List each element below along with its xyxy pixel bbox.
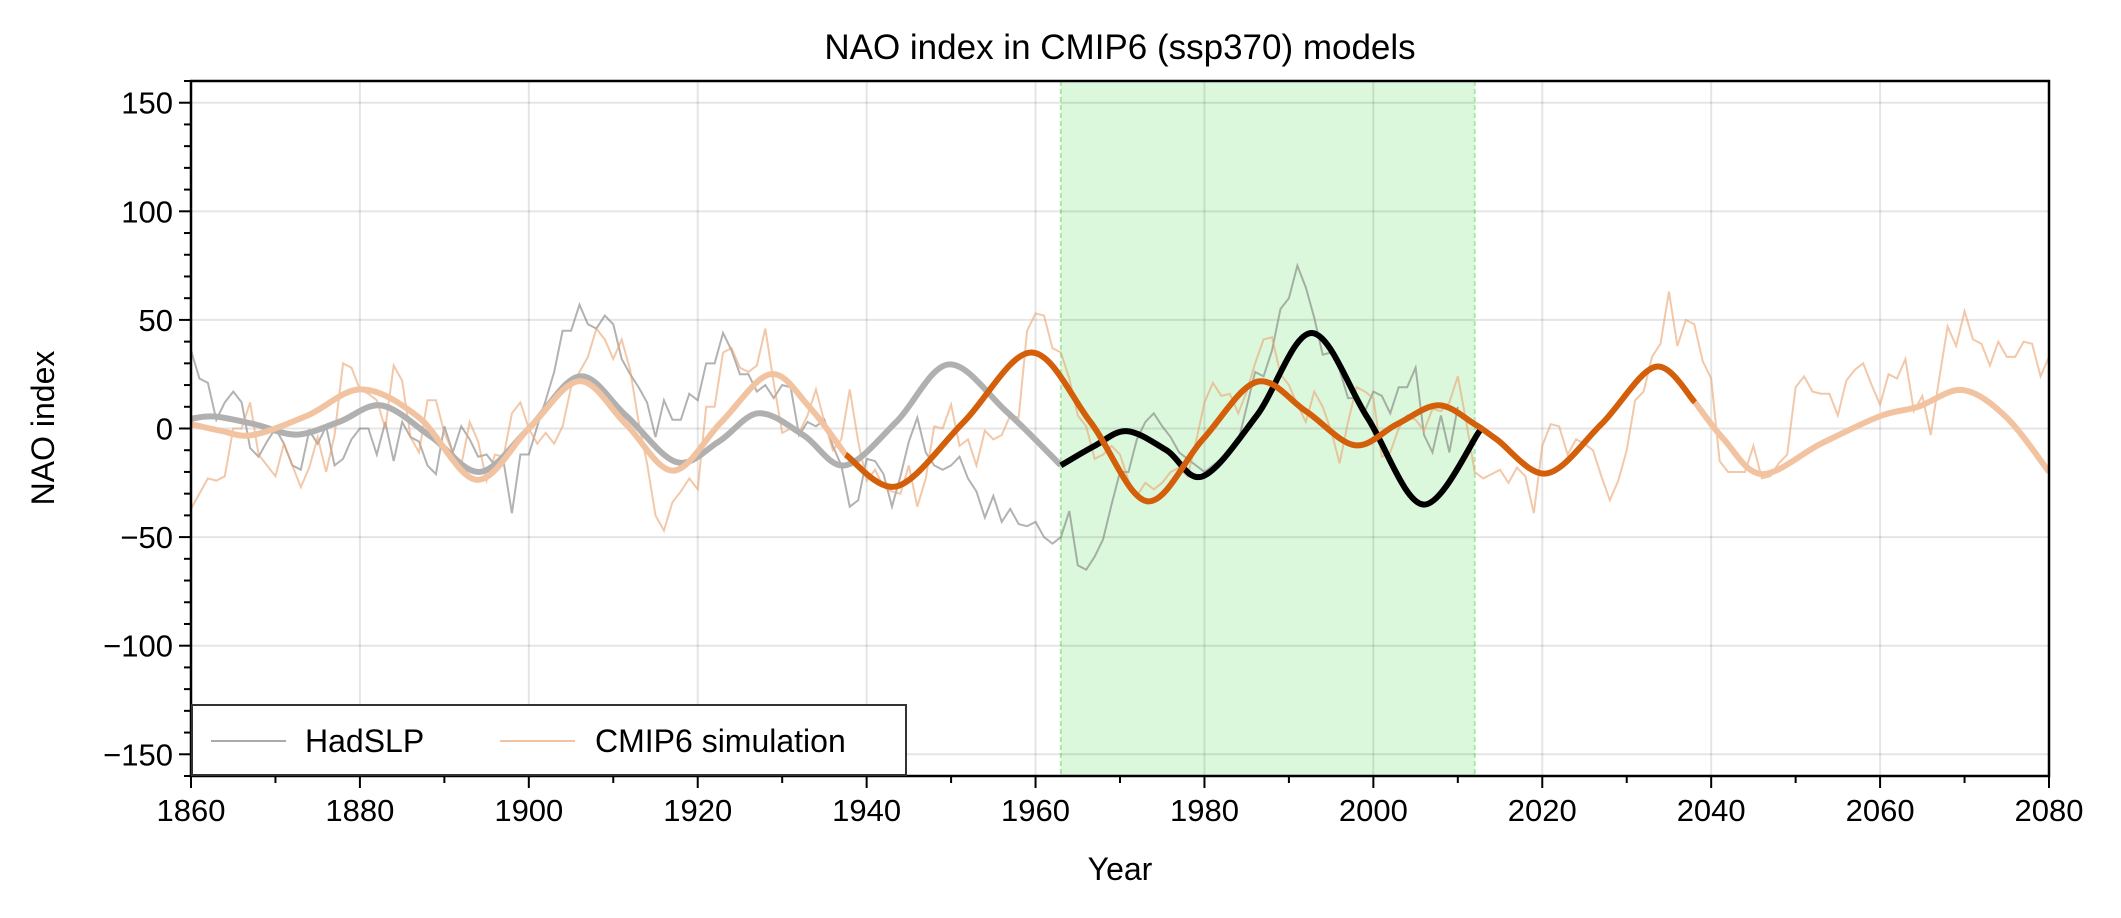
x-tick-label: 1960 xyxy=(1001,793,1070,828)
x-tick-label: 1860 xyxy=(157,793,226,828)
y-tick-label: 0 xyxy=(156,412,173,447)
legend-label-cmip6: CMIP6 simulation xyxy=(595,723,846,759)
y-tick-label: 150 xyxy=(121,86,173,121)
series-line-hadslp-smoothed xyxy=(191,361,1063,475)
x-tick-label: 2040 xyxy=(1677,793,1746,828)
x-tick-label: 1980 xyxy=(1170,793,1239,828)
y-tick-label: 50 xyxy=(139,303,173,338)
series-line-hadslp-smoothed-reference-period xyxy=(1059,329,1483,508)
y-tick-label: 100 xyxy=(121,194,173,229)
x-tick-label: 1940 xyxy=(832,793,901,828)
legend-label-hadslp: HadSLP xyxy=(305,723,424,759)
series-line-cmip6-smoothed-dark xyxy=(843,349,1698,505)
series-line-cmip6-smoothed-late xyxy=(1692,387,2049,478)
x-tick-label: 1880 xyxy=(325,793,394,828)
series-line-cmip6-smoothed xyxy=(191,371,848,483)
x-tick-label: 2080 xyxy=(2015,793,2084,828)
x-tick-label: 2060 xyxy=(1846,793,1915,828)
legend: HadSLP CMIP6 simulation xyxy=(191,704,907,776)
series-layer xyxy=(191,262,2049,571)
x-axis-label: Year xyxy=(1088,851,1153,887)
axes: 1860 1880 1900 1920 1940 1960 1980 2000 2020 2040… xyxy=(103,79,2084,828)
x-tick-label: 2020 xyxy=(1508,793,1577,828)
chart-title: NAO index in CMIP6 (ssp370) models xyxy=(824,28,1415,67)
x-tick-label: 1920 xyxy=(663,793,732,828)
y-tick-label: −50 xyxy=(120,520,173,555)
y-tick-label: −100 xyxy=(103,629,173,664)
y-tick-label: −150 xyxy=(103,737,173,772)
x-tick-label: 2000 xyxy=(1339,793,1408,828)
y-axis-label: NAO index xyxy=(25,351,61,506)
x-tick-label: 1900 xyxy=(494,793,563,828)
